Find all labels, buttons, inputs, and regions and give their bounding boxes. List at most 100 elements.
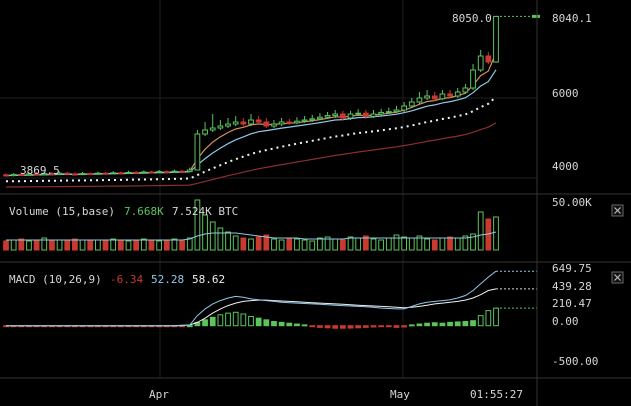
volume-bar (309, 240, 316, 251)
time-label-clock: 01:55:27 (470, 388, 523, 401)
volume-bar (347, 236, 354, 251)
candle-body (401, 105, 407, 111)
macd-histogram-bar (408, 324, 415, 327)
candle-body (477, 55, 484, 71)
volume-bar (33, 239, 40, 251)
volume-bar (64, 240, 71, 251)
candle-body (133, 171, 140, 174)
candle-body (18, 173, 25, 176)
volume-bar (225, 231, 231, 251)
volume-bar (416, 235, 423, 251)
volume-bar (286, 237, 293, 251)
volume-bar (26, 240, 32, 251)
candle-body (125, 171, 132, 174)
candle-body (110, 172, 117, 175)
macd-axis-label: 210.47 (552, 297, 592, 310)
candle-body (171, 170, 178, 173)
volume-bar (3, 240, 9, 251)
candle-body (87, 173, 94, 176)
candle-body (33, 173, 40, 176)
volume-bar (439, 237, 446, 251)
candle-body (294, 120, 300, 124)
volume-bar (370, 238, 377, 251)
macd-axis-label: 0.00 (552, 315, 579, 328)
macd-panel[interactable] (3, 270, 537, 329)
macd-histogram-bar (309, 325, 316, 328)
volume-bar (408, 237, 415, 251)
price-axis-4000: 4000 (552, 160, 579, 173)
macd-line (6, 270, 497, 327)
volume-bar (10, 239, 17, 251)
candle-body (179, 170, 185, 173)
macd-axis-label: 649.75 (552, 262, 592, 275)
volume-bar (148, 239, 155, 251)
macd-histogram-bar (209, 316, 216, 327)
macd-histogram-bar (462, 321, 469, 327)
macd-histogram-bar (340, 325, 346, 329)
volume-bar (194, 199, 201, 251)
volume-bar (431, 239, 438, 251)
volume-bar (378, 239, 385, 251)
volume-bar (110, 238, 117, 251)
volume-bar (72, 238, 78, 251)
volume-bar (179, 239, 185, 251)
macd-histogram-bar (240, 313, 247, 327)
candle-body (324, 115, 331, 118)
candle-body (317, 116, 323, 120)
macd-close-button[interactable] (611, 271, 624, 284)
candle-body (454, 91, 461, 97)
macd-histogram-bar (401, 325, 407, 328)
candle-body (340, 113, 346, 119)
macd-histogram-bar (248, 315, 254, 327)
candle-body (393, 109, 400, 113)
volume-bar (401, 236, 407, 251)
volume-bar (56, 239, 63, 251)
volume-bar (217, 227, 224, 251)
macd-histogram-bar (378, 325, 385, 328)
candle-body (347, 113, 354, 119)
volume-bar (332, 238, 339, 251)
volume-title: Volume (15,base) (9, 205, 115, 218)
volume-bar (186, 237, 193, 251)
macd-histogram-bar (286, 322, 293, 327)
macd-histogram-bar (202, 319, 208, 327)
price-panel[interactable] (3, 14, 540, 188)
candle-body (56, 172, 63, 175)
candle-body (194, 133, 201, 171)
volume-bar (240, 237, 247, 251)
volume-bar (340, 239, 346, 251)
macd-histogram-bar (424, 322, 430, 327)
volume-bar (125, 240, 132, 251)
macd-line-value: 52.28 (151, 273, 184, 286)
macd-histogram-bar (225, 312, 231, 327)
volume-bar (255, 236, 262, 251)
candle-body (263, 121, 270, 127)
volume-panel[interactable] (3, 199, 499, 251)
volume-bar (301, 239, 308, 251)
volume-bar (102, 240, 109, 251)
volume-value-2: 7.524K BTC (172, 205, 238, 218)
macd-histogram-bar (186, 325, 193, 328)
volume-bar (362, 235, 369, 251)
volume-bar (477, 211, 484, 251)
volume-bar (454, 237, 461, 251)
candle-body (163, 171, 170, 174)
macd-histogram-bar (439, 322, 446, 327)
macd-title: MACD (10,26,9) (9, 273, 102, 286)
candle-body (202, 129, 208, 135)
candle-body (72, 173, 78, 176)
macd-axis-label: 439.28 (552, 280, 592, 293)
macd-histogram-bar (301, 324, 308, 327)
candle-body (225, 123, 231, 127)
macd-histogram-bar (485, 310, 492, 327)
candle-body (148, 171, 155, 174)
time-label-may: May (390, 388, 410, 401)
candle-body (95, 172, 101, 175)
volume-close-button[interactable] (611, 204, 624, 217)
volume-bar (424, 238, 430, 251)
volume-bar (393, 234, 400, 251)
volume-bar (117, 239, 124, 251)
macd-histogram-bar (447, 321, 453, 327)
volume-axis-max: 50.00K (552, 196, 592, 209)
